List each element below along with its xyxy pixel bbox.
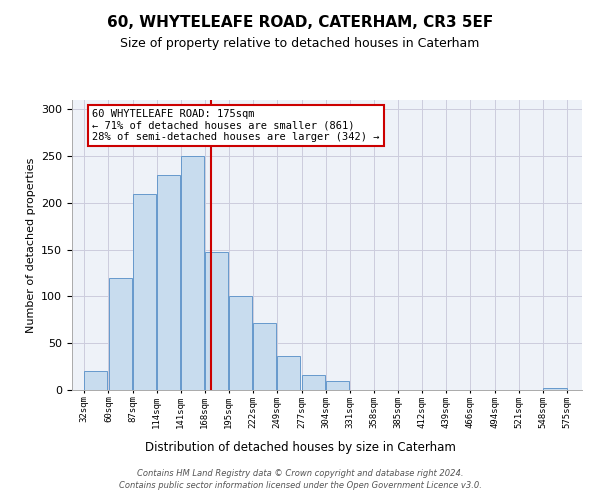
Text: 60 WHYTELEAFE ROAD: 175sqm
← 71% of detached houses are smaller (861)
28% of sem: 60 WHYTELEAFE ROAD: 175sqm ← 71% of deta…	[92, 108, 380, 142]
Bar	[543, 388, 566, 390]
Bar	[229, 296, 253, 390]
Bar	[84, 372, 107, 390]
Y-axis label: Number of detached properties: Number of detached properties	[26, 158, 35, 332]
Bar	[133, 194, 156, 390]
Bar	[253, 322, 277, 390]
Bar	[109, 278, 132, 390]
Bar	[302, 375, 325, 390]
Bar	[326, 380, 349, 390]
Bar	[181, 156, 204, 390]
Text: Distribution of detached houses by size in Caterham: Distribution of detached houses by size …	[145, 441, 455, 454]
Text: Size of property relative to detached houses in Caterham: Size of property relative to detached ho…	[121, 38, 479, 51]
Bar	[277, 356, 301, 390]
Bar	[157, 175, 180, 390]
Text: Contains HM Land Registry data © Crown copyright and database right 2024.
Contai: Contains HM Land Registry data © Crown c…	[119, 468, 481, 490]
Bar	[205, 252, 228, 390]
Text: 60, WHYTELEAFE ROAD, CATERHAM, CR3 5EF: 60, WHYTELEAFE ROAD, CATERHAM, CR3 5EF	[107, 15, 493, 30]
